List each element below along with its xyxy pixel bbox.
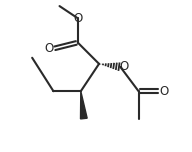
Polygon shape [80, 91, 87, 119]
Text: O: O [160, 85, 169, 98]
Text: O: O [73, 12, 82, 25]
Text: O: O [119, 60, 129, 73]
Text: O: O [44, 42, 54, 55]
